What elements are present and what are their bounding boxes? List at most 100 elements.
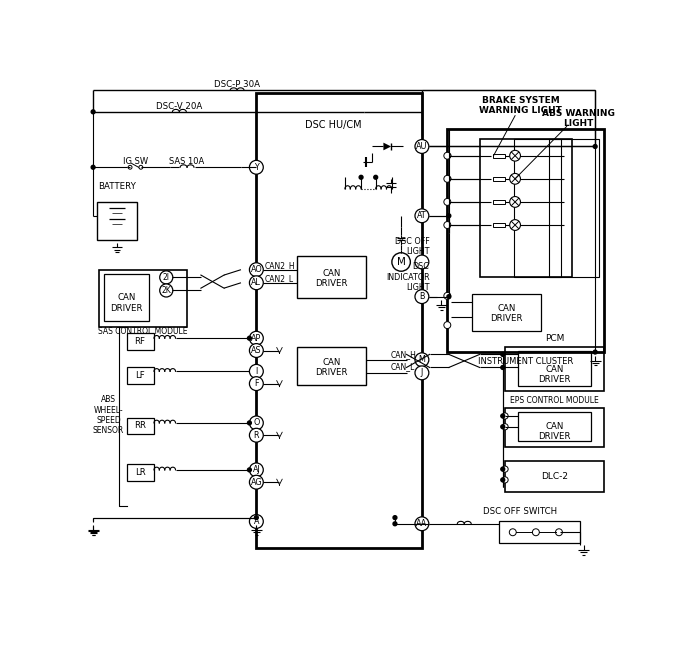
Circle shape	[444, 222, 451, 228]
Circle shape	[374, 175, 378, 179]
Text: RF: RF	[134, 337, 145, 346]
Bar	[97, 202, 137, 240]
Circle shape	[250, 276, 263, 290]
Circle shape	[501, 467, 505, 471]
Text: AL: AL	[252, 278, 261, 287]
Text: IG SW: IG SW	[123, 157, 148, 165]
Text: EPS CONTROL MODULE: EPS CONTROL MODULE	[510, 396, 599, 405]
Circle shape	[250, 364, 263, 379]
Bar	[127, 464, 154, 481]
Circle shape	[509, 529, 516, 536]
Text: CAN_L: CAN_L	[391, 362, 415, 371]
Text: CAN: CAN	[545, 365, 563, 373]
Circle shape	[250, 514, 263, 528]
Bar	[479, 139, 572, 277]
Circle shape	[502, 413, 508, 419]
Circle shape	[248, 421, 252, 425]
Circle shape	[415, 353, 429, 367]
Circle shape	[447, 295, 451, 298]
Bar	[499, 522, 580, 543]
Text: CAN2_L: CAN2_L	[265, 274, 294, 283]
Circle shape	[509, 197, 520, 207]
Circle shape	[593, 144, 597, 148]
Bar	[492, 154, 505, 157]
Circle shape	[250, 344, 263, 358]
Text: AA: AA	[416, 520, 428, 528]
Text: A: A	[254, 517, 259, 526]
Bar	[492, 200, 505, 204]
Text: AP: AP	[251, 334, 261, 342]
Bar	[514, 139, 561, 277]
Text: DSC
INDICATOR
LIGHT: DSC INDICATOR LIGHT	[386, 262, 430, 293]
Circle shape	[415, 517, 429, 531]
Text: AO: AO	[250, 265, 263, 274]
Text: AJ: AJ	[252, 465, 261, 474]
Text: 2I: 2I	[163, 273, 170, 282]
Circle shape	[250, 263, 263, 277]
Circle shape	[160, 284, 173, 297]
Circle shape	[447, 214, 451, 218]
Circle shape	[160, 271, 173, 284]
Circle shape	[502, 466, 508, 472]
Bar	[127, 333, 154, 350]
Bar	[505, 408, 604, 447]
Circle shape	[556, 529, 563, 536]
Text: CAN: CAN	[117, 293, 136, 302]
Text: DRIVER: DRIVER	[316, 367, 348, 377]
Circle shape	[250, 160, 263, 174]
Circle shape	[502, 424, 508, 430]
Circle shape	[444, 321, 451, 329]
Circle shape	[128, 165, 132, 169]
Text: DRIVER: DRIVER	[490, 314, 523, 323]
Text: DSC HU/CM: DSC HU/CM	[305, 120, 361, 130]
Text: B: B	[419, 292, 425, 301]
Circle shape	[501, 478, 505, 482]
Circle shape	[91, 165, 95, 169]
Bar	[98, 270, 187, 327]
Text: RR: RR	[134, 422, 146, 430]
Text: SAS 10A: SAS 10A	[169, 157, 205, 165]
Circle shape	[444, 199, 451, 205]
Circle shape	[250, 475, 263, 489]
Bar	[297, 256, 366, 298]
Text: J: J	[421, 369, 423, 377]
Circle shape	[444, 152, 451, 159]
Circle shape	[447, 177, 451, 181]
Text: F: F	[254, 379, 258, 388]
Bar	[297, 346, 366, 385]
Text: DRIVER: DRIVER	[316, 279, 348, 287]
Circle shape	[392, 253, 411, 271]
Text: CAN: CAN	[497, 304, 516, 314]
Bar	[127, 417, 154, 434]
Text: BATTERY: BATTERY	[98, 182, 136, 191]
Circle shape	[593, 350, 597, 354]
Bar	[505, 346, 604, 392]
Text: LF: LF	[135, 371, 145, 380]
Bar	[104, 274, 149, 321]
Text: DRIVER: DRIVER	[110, 304, 143, 313]
Circle shape	[502, 477, 508, 483]
Text: CAN: CAN	[323, 358, 341, 367]
Circle shape	[139, 165, 143, 169]
Text: M: M	[397, 257, 406, 267]
Polygon shape	[383, 142, 391, 150]
Circle shape	[254, 516, 258, 520]
Circle shape	[250, 428, 263, 442]
Text: I: I	[255, 367, 258, 376]
Circle shape	[415, 140, 429, 154]
Bar	[505, 461, 604, 492]
Text: DRIVER: DRIVER	[538, 432, 571, 441]
Text: O: O	[253, 419, 260, 428]
Circle shape	[250, 416, 263, 430]
Text: DSC-P 30A: DSC-P 30A	[214, 81, 260, 89]
Circle shape	[509, 220, 520, 230]
Circle shape	[393, 522, 397, 525]
Circle shape	[501, 414, 505, 418]
Circle shape	[509, 150, 520, 161]
Bar	[127, 367, 154, 384]
Text: CAN2_H: CAN2_H	[264, 261, 295, 270]
Circle shape	[250, 377, 263, 390]
Circle shape	[444, 175, 451, 182]
Text: AG: AG	[250, 478, 262, 487]
Text: ABS
WHEEL-
SPEED
SENSOR: ABS WHEEL- SPEED SENSOR	[93, 395, 124, 436]
